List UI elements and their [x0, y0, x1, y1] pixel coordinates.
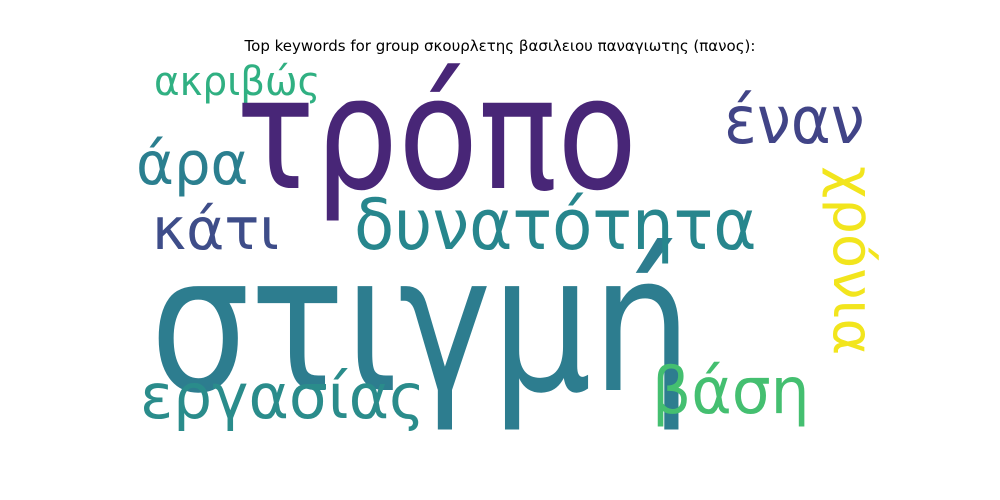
word-dynatotita: δυνατότητα: [354, 184, 757, 266]
word-stigmi: στιγμή: [150, 214, 692, 435]
word-kati: κάτι: [152, 195, 279, 263]
word-cloud: ακριβώς άρα κάτι τρόπο έναν στιγμή δυνατ…: [136, 62, 888, 440]
word-ara: άρα: [136, 129, 249, 199]
word-chronia: χρόνια: [820, 166, 885, 356]
word-vasi: βάση: [652, 355, 810, 429]
chart-title: Top keywords for group σκουρλετης βασιλε…: [244, 37, 756, 55]
word-ergasias: εργασίας: [140, 360, 426, 433]
word-akrivos: ακριβώς: [154, 62, 321, 105]
word-enan: έναν: [724, 82, 865, 159]
word-tropo: τρόπο: [236, 62, 638, 225]
